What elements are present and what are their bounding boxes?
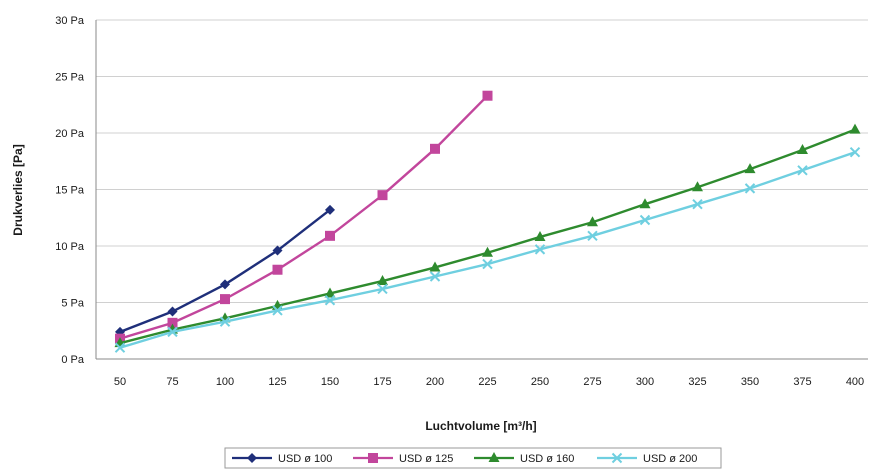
legend-item: USD ø 160 xyxy=(474,452,574,465)
data-point xyxy=(324,287,336,298)
y-tick-label: 0 Pa xyxy=(61,354,85,366)
legend-item: USD ø 125 xyxy=(353,453,453,465)
series-group xyxy=(115,90,493,344)
data-point xyxy=(272,264,283,275)
data-point xyxy=(247,453,257,463)
data-point xyxy=(377,283,388,295)
series-line xyxy=(119,128,856,345)
x-tick-label: 100 xyxy=(216,376,234,388)
x-tick-label: 175 xyxy=(373,376,391,388)
data-point xyxy=(325,204,335,215)
y-tick-label: 20 Pa xyxy=(55,128,85,140)
data-point xyxy=(639,198,651,209)
x-tick-label: 325 xyxy=(688,376,706,388)
data-point xyxy=(534,230,546,241)
y-tick-label: 30 Pa xyxy=(55,15,85,27)
data-point xyxy=(797,143,808,154)
data-point xyxy=(482,246,493,257)
y-tick-label: 25 Pa xyxy=(55,72,85,84)
legend-label: USD ø 125 xyxy=(399,453,453,465)
series-lines xyxy=(114,90,861,353)
legend-label: USD ø 160 xyxy=(520,453,574,465)
y-axis-title: Drukverlies [Pa] xyxy=(11,144,25,235)
x-tick-label: 225 xyxy=(478,376,496,388)
y-tick-label: 15 Pa xyxy=(55,185,85,197)
data-point xyxy=(272,305,283,316)
legend-item: USD ø 200 xyxy=(597,452,697,465)
data-point xyxy=(377,275,388,286)
data-point xyxy=(482,258,493,270)
data-point xyxy=(611,452,623,464)
x-tick-label: 400 xyxy=(846,376,864,388)
data-point xyxy=(368,453,378,463)
data-point xyxy=(534,244,546,255)
data-point xyxy=(849,147,861,158)
series-line xyxy=(119,94,489,340)
data-point xyxy=(167,306,178,317)
legend-item: USD ø 100 xyxy=(232,453,332,465)
legend-label: USD ø 100 xyxy=(278,453,332,465)
data-point xyxy=(692,198,703,210)
data-point xyxy=(430,143,440,154)
y-tick-label: 5 Pa xyxy=(61,298,85,310)
data-point xyxy=(488,452,500,462)
x-tick-label: 250 xyxy=(531,376,549,388)
data-point xyxy=(167,326,178,338)
data-point xyxy=(797,165,808,176)
x-tick-label: 150 xyxy=(321,376,339,388)
legend: USD ø 100 USD ø 125 USD ø 160 USD ø 200 xyxy=(224,447,722,469)
data-point xyxy=(692,181,703,192)
data-point xyxy=(220,294,230,305)
data-point xyxy=(429,271,441,282)
x-tick-label: 50 xyxy=(114,376,126,388)
data-point xyxy=(429,261,441,272)
x-tick-label: 275 xyxy=(583,376,601,388)
data-point xyxy=(167,317,178,328)
x-tick-label: 75 xyxy=(166,376,178,388)
data-point xyxy=(219,316,231,327)
data-point xyxy=(114,342,126,353)
series-group xyxy=(114,123,861,348)
x-axis-title: Luchtvolume [m³/h] xyxy=(425,419,536,433)
data-point xyxy=(587,216,598,227)
x-tick-labels: 50 75 100 125 150 175 200 225 250 275 300 325 350 375… xyxy=(114,376,864,388)
data-point xyxy=(272,245,283,256)
data-point xyxy=(325,230,335,241)
x-tick-label: 300 xyxy=(636,376,654,388)
x-tick-label: 125 xyxy=(268,376,286,388)
data-point xyxy=(587,230,598,242)
data-point xyxy=(744,183,756,194)
data-point xyxy=(324,295,336,306)
series-group xyxy=(114,147,861,353)
data-point xyxy=(482,90,493,101)
legend-box xyxy=(224,447,722,469)
x-tick-label: 375 xyxy=(793,376,811,388)
data-point xyxy=(220,279,230,290)
x-tick-label: 350 xyxy=(741,376,759,388)
data-point xyxy=(639,214,651,226)
x-tick-label: 200 xyxy=(426,376,444,388)
data-point xyxy=(744,163,756,174)
data-point xyxy=(377,190,388,201)
y-tick-label: 10 Pa xyxy=(55,241,85,253)
legend-label: USD ø 200 xyxy=(643,453,697,465)
y-tick-labels: 0 Pa 5 Pa 10 Pa 15 Pa 20 Pa 25 Pa 30 Pa xyxy=(55,15,85,366)
data-point xyxy=(849,123,861,134)
